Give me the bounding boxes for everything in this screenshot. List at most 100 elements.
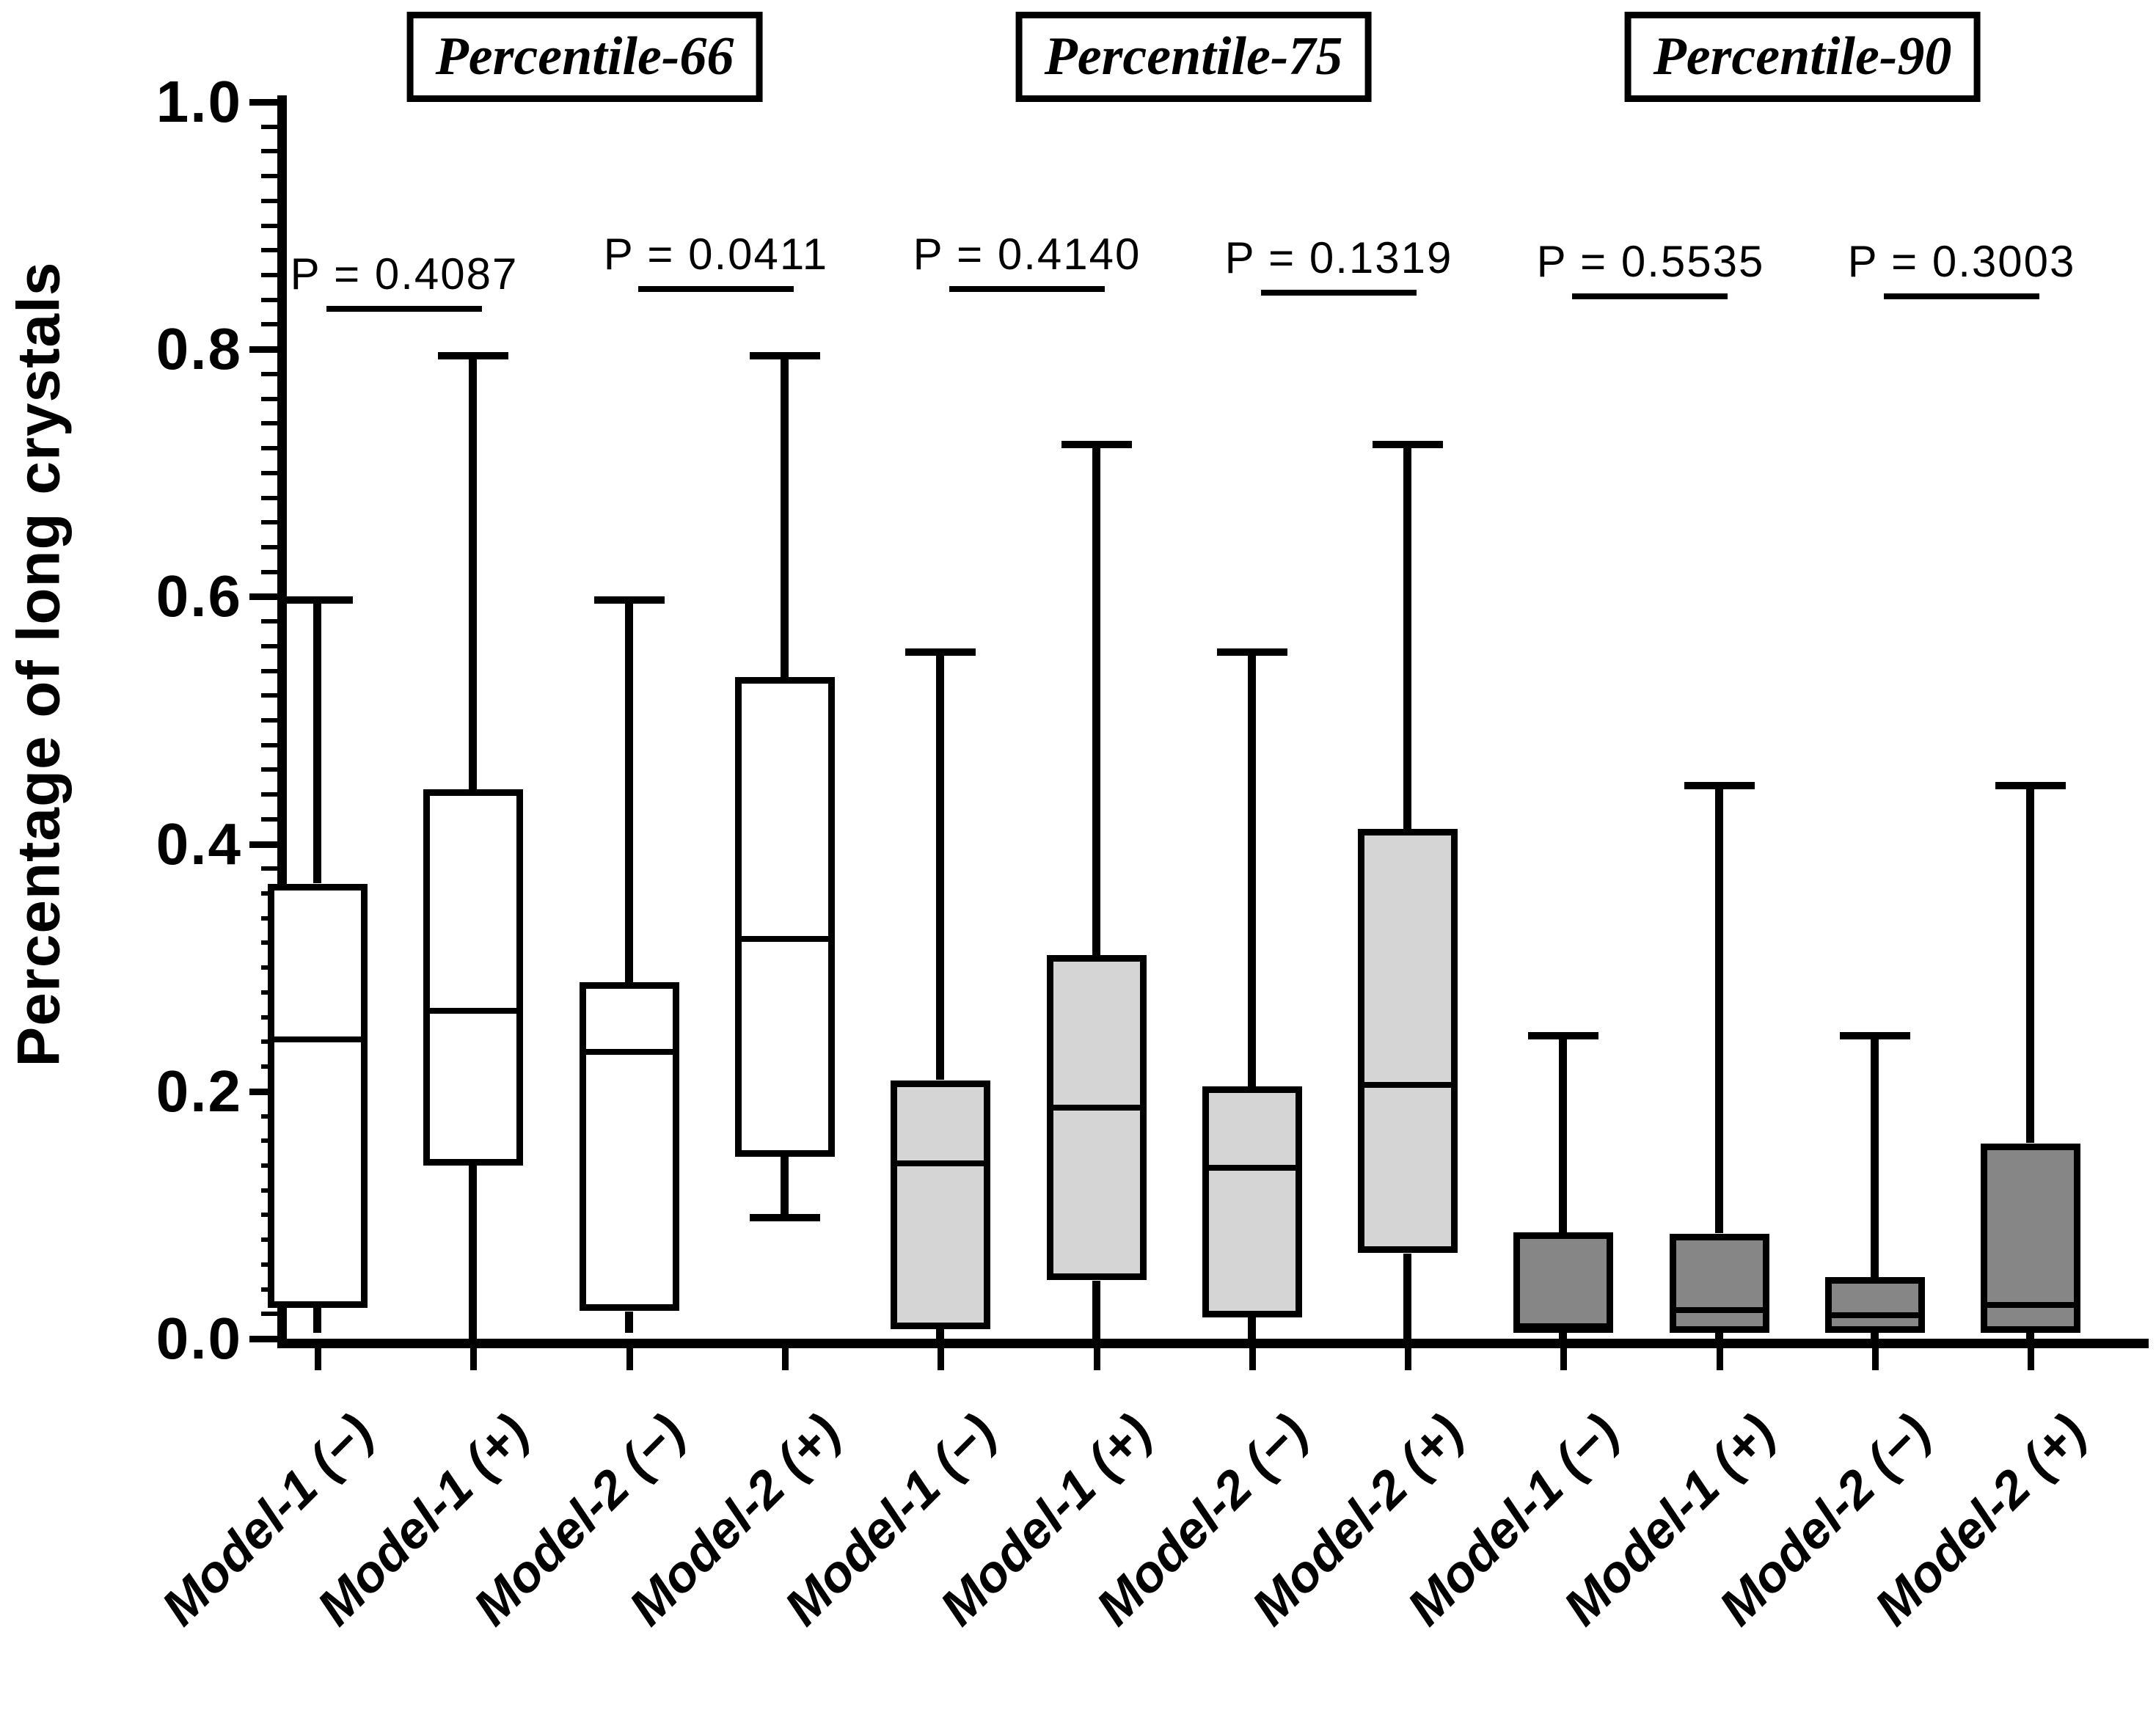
y-tick-label: 0.0 — [156, 1306, 242, 1371]
x-tick — [1872, 1348, 1879, 1370]
y-major-tick — [249, 99, 277, 106]
box-median-line — [1830, 1312, 1921, 1318]
y-minor-tick — [261, 149, 277, 153]
p-value-line — [1572, 293, 1728, 299]
whisker-stem-lower — [625, 1312, 633, 1333]
whisker-stem-upper — [1559, 1036, 1567, 1232]
whisker-stem-upper — [781, 356, 789, 677]
y-minor-tick — [261, 199, 277, 203]
p-value-label: P = 0.1319 — [1224, 233, 1453, 282]
whisker-cap-upper — [1528, 1032, 1598, 1039]
x-tick — [938, 1348, 944, 1370]
whisker-cap-lower — [750, 1214, 820, 1221]
p-value-line — [638, 286, 794, 292]
y-minor-tick — [261, 496, 277, 500]
x-tick — [2028, 1348, 2034, 1370]
whisker-cap-upper — [905, 648, 976, 656]
whisker-cap-upper — [1061, 441, 1132, 448]
box-percentile-90-10 — [1670, 1234, 1769, 1333]
y-minor-tick — [261, 767, 277, 772]
box-percentile-90-9 — [1513, 1232, 1613, 1333]
y-minor-tick — [261, 693, 277, 698]
whisker-stem-lower — [313, 1308, 321, 1333]
whisker-cap-upper — [438, 352, 508, 359]
x-tick — [782, 1348, 789, 1370]
y-tick-label: 1.0 — [156, 69, 242, 134]
y-minor-tick — [261, 1312, 277, 1316]
p-value-line — [1261, 290, 1417, 296]
p-value-label: P = 0.0411 — [603, 230, 829, 279]
x-tick — [470, 1348, 477, 1370]
x-tick — [626, 1348, 633, 1370]
y-minor-tick — [261, 224, 277, 228]
box-percentile-90-12 — [1981, 1144, 2080, 1333]
x-tick — [1560, 1348, 1567, 1370]
x-tick — [1405, 1348, 1411, 1370]
box-median-line — [895, 1160, 986, 1166]
x-axis-line — [277, 1339, 2149, 1348]
whisker-cap-upper — [1373, 441, 1443, 448]
x-tick — [1717, 1348, 1723, 1370]
y-minor-tick — [261, 446, 277, 450]
y-major-tick — [249, 346, 277, 353]
whisker-cap-upper — [594, 596, 665, 604]
whisker-cap-upper — [750, 352, 820, 359]
y-major-tick — [249, 1336, 277, 1342]
y-minor-tick — [261, 248, 277, 252]
whisker-stem-lower — [1403, 1254, 1411, 1339]
box-median-line — [1674, 1307, 1765, 1313]
y-minor-tick — [261, 866, 277, 871]
y-tick-label: 0.2 — [156, 1058, 242, 1124]
y-major-tick — [249, 841, 277, 848]
y-tick-label: 0.8 — [156, 316, 242, 381]
group-header-percentile-75: Percentile-75 — [1015, 12, 1372, 102]
p-value-line — [326, 306, 482, 312]
whisker-stem-upper — [1871, 1036, 1879, 1277]
box-percentile-90-11 — [1825, 1277, 1925, 1333]
box-median-line — [584, 1049, 675, 1055]
p-value-label: P = 0.4087 — [290, 249, 519, 299]
box-percentile-66-1 — [268, 884, 368, 1308]
whisker-cap-upper — [1684, 782, 1755, 789]
box-percentile-66-4 — [735, 677, 835, 1157]
x-tick — [1249, 1348, 1256, 1370]
whisker-stem-upper — [1403, 445, 1411, 829]
p-value-label: P = 0.3003 — [1847, 237, 2076, 286]
whisker-stem-upper — [2026, 786, 2034, 1143]
y-minor-tick — [261, 397, 277, 401]
whisker-stem-upper — [625, 600, 633, 982]
p-value-line — [949, 286, 1105, 292]
y-minor-tick — [261, 471, 277, 475]
whisker-stem-lower — [781, 1157, 789, 1218]
whisker-stem-upper — [936, 652, 944, 1080]
y-minor-tick — [261, 669, 277, 673]
whisker-cap-upper — [282, 596, 353, 604]
whisker-cap-upper — [1995, 782, 2066, 789]
y-minor-tick — [261, 792, 277, 797]
y-minor-tick — [261, 125, 277, 129]
y-minor-tick — [261, 298, 277, 302]
y-minor-tick — [261, 817, 277, 822]
box-percentile-66-3 — [580, 982, 679, 1311]
box-median-line — [1985, 1302, 2076, 1308]
box-percentile-75-6 — [1047, 955, 1147, 1280]
group-header-percentile-66: Percentile-66 — [406, 12, 763, 102]
whisker-stem-lower — [469, 1166, 477, 1339]
y-major-tick — [249, 593, 277, 600]
p-value-line — [1884, 293, 2039, 299]
box-median-line — [272, 1036, 363, 1042]
group-header-percentile-90: Percentile-90 — [1624, 12, 1981, 102]
y-minor-tick — [261, 421, 277, 425]
x-tick — [1094, 1348, 1100, 1370]
box-percentile-66-2 — [423, 789, 523, 1166]
whisker-stem-upper — [313, 600, 321, 883]
box-median-line — [1207, 1165, 1298, 1171]
y-minor-tick — [261, 322, 277, 326]
y-minor-tick — [261, 570, 277, 574]
whisker-stem-upper — [1715, 786, 1723, 1233]
y-minor-tick — [261, 520, 277, 524]
box-percentile-75-8 — [1358, 829, 1458, 1253]
whisker-stem-upper — [1092, 445, 1100, 955]
